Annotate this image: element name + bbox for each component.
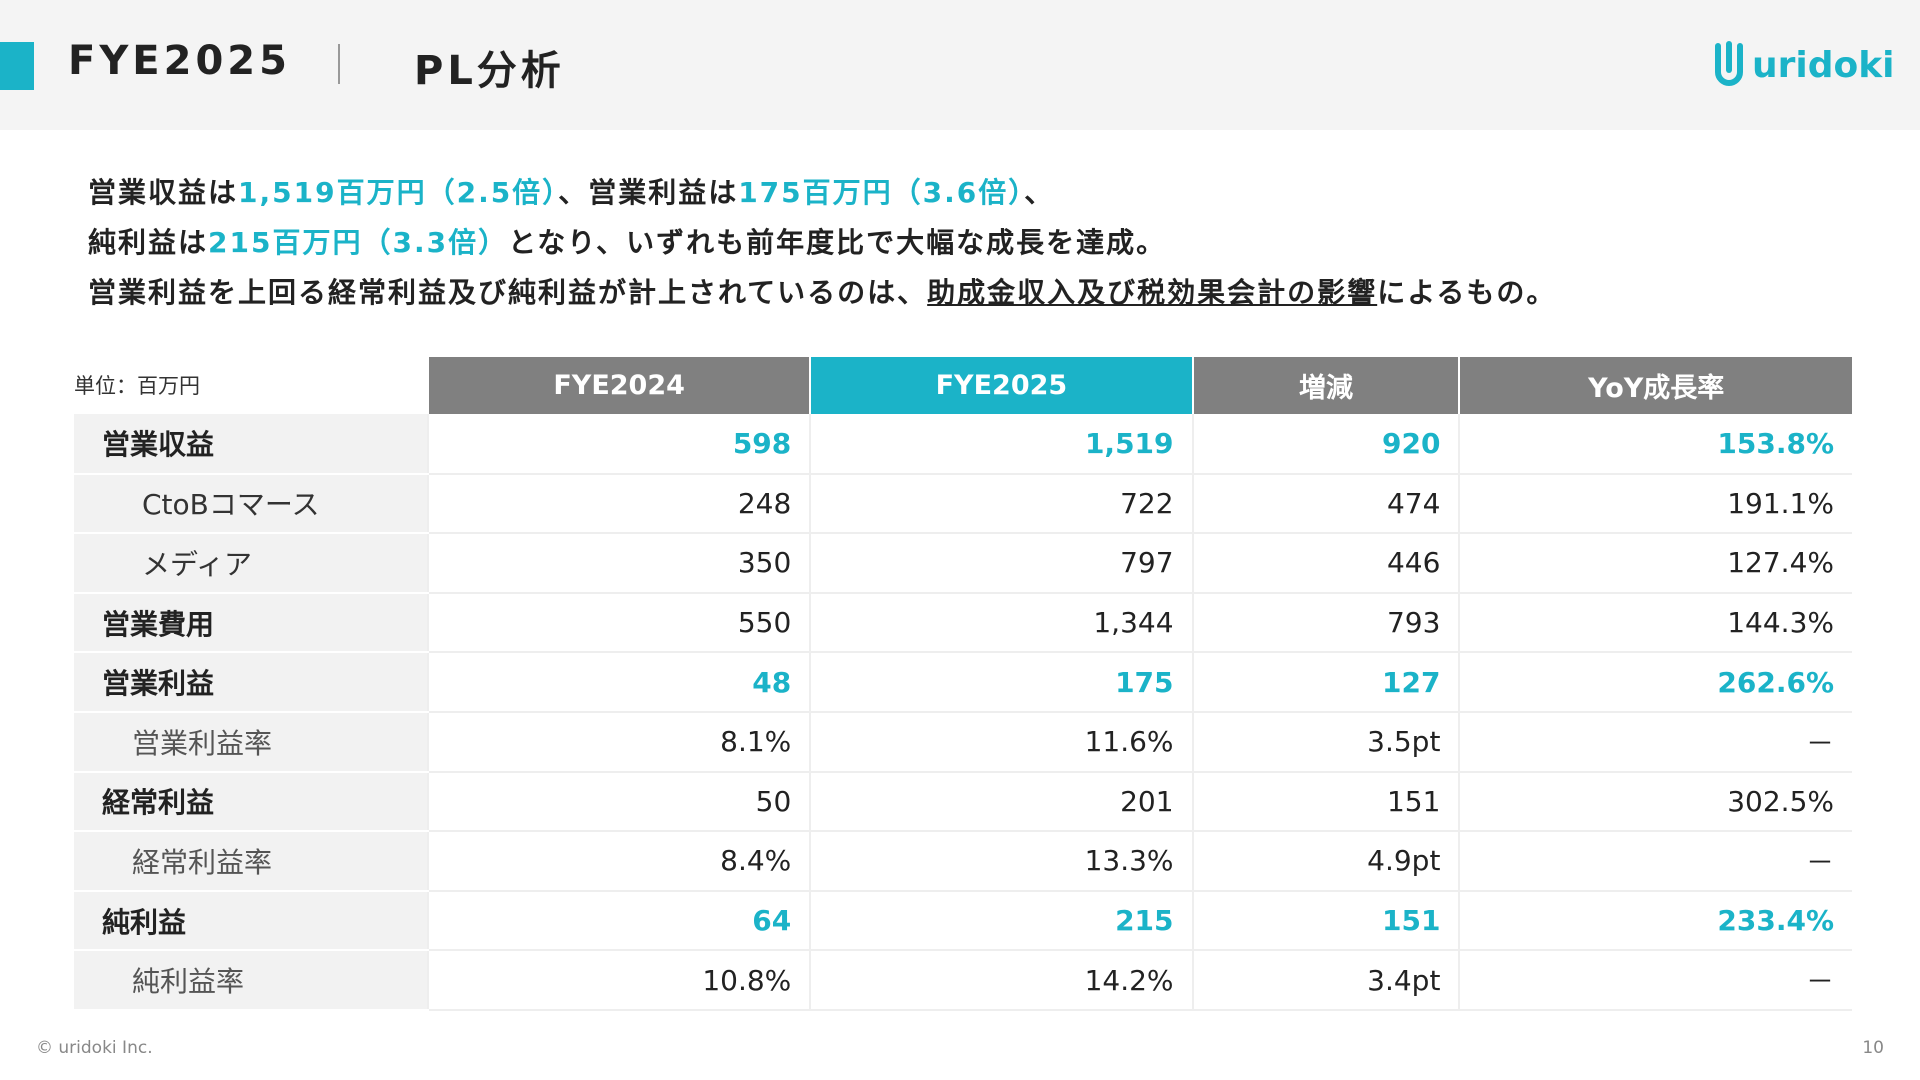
cell-value: 8.1% bbox=[426, 711, 811, 773]
table-row: 経常利益 50 201 151 302.5% bbox=[74, 771, 1852, 833]
cell-value: 14.2% bbox=[809, 950, 1193, 1011]
row-label: 純利益 bbox=[74, 890, 428, 952]
cell-value: 722 bbox=[809, 473, 1193, 535]
cell-value: － bbox=[1458, 950, 1852, 1011]
cell-value: 262.6% bbox=[1458, 652, 1852, 713]
table-row: CtoBコマース 248 722 474 191.1% bbox=[74, 473, 1852, 535]
cell-value: 48 bbox=[426, 652, 811, 713]
cell-value: 302.5% bbox=[1458, 771, 1852, 833]
cell-value: 550 bbox=[426, 592, 811, 654]
cell-value: 191.1% bbox=[1458, 473, 1852, 535]
summary-text: 営業収益は1,519百万円（2.5倍）、営業利益は175百万円（3.6倍）、 純… bbox=[88, 168, 1556, 318]
row-label: 営業利益率 bbox=[74, 711, 428, 773]
cell-value: － bbox=[1458, 831, 1852, 892]
cell-value: 233.4% bbox=[1458, 890, 1852, 952]
row-label: 営業収益 bbox=[74, 414, 428, 475]
cell-value: 11.6% bbox=[809, 711, 1193, 773]
cell-value: － bbox=[1458, 711, 1852, 773]
table-row: 営業利益 48 175 127 262.6% bbox=[74, 652, 1852, 713]
cell-value: 3.4pt bbox=[1191, 950, 1460, 1011]
row-label: 経常利益 bbox=[74, 771, 428, 833]
cell-value: 793 bbox=[1191, 592, 1460, 654]
cell-value: 127.4% bbox=[1458, 533, 1852, 594]
table-row: 営業利益率 8.1% 11.6% 3.5pt － bbox=[74, 711, 1852, 773]
cell-value: 215 bbox=[809, 890, 1193, 952]
col-change: 増減 bbox=[1191, 357, 1460, 414]
copyright: © uridoki Inc. bbox=[36, 1038, 153, 1058]
cell-value: 446 bbox=[1191, 533, 1460, 594]
slide-subtitle: PL分析 bbox=[414, 48, 565, 94]
col-fye2024: FYE2024 bbox=[426, 357, 811, 414]
row-label: メディア bbox=[74, 533, 428, 594]
table-row: 経常利益率 8.4% 13.3% 4.9pt － bbox=[74, 831, 1852, 892]
accent-bar bbox=[0, 42, 34, 90]
cell-value: 797 bbox=[809, 533, 1193, 594]
cell-value: 175 bbox=[809, 652, 1193, 713]
row-label: 経常利益率 bbox=[74, 831, 428, 892]
unit-label: 単位：百万円 bbox=[74, 374, 200, 398]
uridoki-logo: uridoki bbox=[1712, 40, 1895, 90]
cell-value: 1,344 bbox=[809, 592, 1193, 654]
pl-table: FYE2024 FYE2025 増減 YoY成長率 営業収益 598 1,519 92… bbox=[74, 357, 1852, 1011]
underlined-text: 助成金収入及び税効果会計の影響 bbox=[927, 276, 1378, 309]
summary-line-2: 純利益は215百万円（3.3倍）となり、いずれも前年度比で大幅な成長を達成。 bbox=[88, 218, 1556, 268]
highlight: 215百万円（3.3倍） bbox=[208, 226, 509, 259]
cell-value: 598 bbox=[426, 414, 811, 475]
highlight: 1,519百万円（2.5倍） bbox=[238, 176, 559, 209]
table-row: 営業費用 550 1,344 793 144.3% bbox=[74, 592, 1852, 654]
cell-value: 151 bbox=[1191, 771, 1460, 833]
slide-header: FYE2025 PL分析 uridoki bbox=[0, 0, 1920, 130]
cell-value: 4.9pt bbox=[1191, 831, 1460, 892]
cell-value: 10.8% bbox=[426, 950, 811, 1011]
summary-line-3: 営業利益を上回る経常利益及び純利益が計上されているのは、助成金収入及び税効果会計… bbox=[88, 268, 1556, 318]
row-label: 営業費用 bbox=[74, 592, 428, 654]
cell-value: 8.4% bbox=[426, 831, 811, 892]
text: 、営業利益は bbox=[558, 176, 739, 209]
table-header: FYE2024 FYE2025 増減 YoY成長率 bbox=[74, 357, 1852, 414]
title-divider bbox=[338, 44, 340, 84]
cell-value: 201 bbox=[809, 771, 1193, 833]
text: 営業利益を上回る経常利益及び純利益が計上されているのは、 bbox=[88, 276, 928, 309]
row-label: CtoBコマース bbox=[74, 473, 428, 535]
cell-value: 151 bbox=[1191, 890, 1460, 952]
text: によるもの。 bbox=[1377, 276, 1557, 309]
cell-value: 1,519 bbox=[809, 414, 1193, 475]
table-row: 純利益率 10.8% 14.2% 3.4pt － bbox=[74, 950, 1852, 1011]
table-row: 営業収益 598 1,519 920 153.8% bbox=[74, 414, 1852, 475]
table-row: メディア 350 797 446 127.4% bbox=[74, 533, 1852, 594]
cell-value: 13.3% bbox=[809, 831, 1193, 892]
slide-title: FYE2025 bbox=[68, 38, 291, 84]
cell-value: 3.5pt bbox=[1191, 711, 1460, 773]
cell-value: 127 bbox=[1191, 652, 1460, 713]
cell-value: 920 bbox=[1191, 414, 1460, 475]
cell-value: 144.3% bbox=[1458, 592, 1852, 654]
logo-mark-icon bbox=[1715, 41, 1743, 86]
summary-line-1: 営業収益は1,519百万円（2.5倍）、営業利益は175百万円（3.6倍）、 bbox=[88, 168, 1556, 218]
table-row: 純利益 64 215 151 233.4% bbox=[74, 890, 1852, 952]
highlight: 175百万円（3.6倍） bbox=[738, 176, 1025, 209]
text: となり、いずれも前年度比で大幅な成長を達成。 bbox=[508, 226, 1167, 259]
row-label: 純利益率 bbox=[74, 950, 428, 1011]
cell-value: 350 bbox=[426, 533, 811, 594]
cell-value: 474 bbox=[1191, 473, 1460, 535]
cell-value: 64 bbox=[426, 890, 811, 952]
text: 純利益は bbox=[88, 226, 209, 259]
col-fye2025: FYE2025 bbox=[809, 357, 1193, 414]
text: 、 bbox=[1024, 176, 1055, 209]
row-label: 営業利益 bbox=[74, 652, 428, 713]
cell-value: 248 bbox=[426, 473, 811, 535]
logo-text: uridoki bbox=[1752, 44, 1895, 86]
page-number: 10 bbox=[1862, 1038, 1884, 1058]
text: 営業収益は bbox=[88, 176, 239, 209]
cell-value: 50 bbox=[426, 771, 811, 833]
col-yoy: YoY成長率 bbox=[1458, 357, 1852, 414]
cell-value: 153.8% bbox=[1458, 414, 1852, 475]
